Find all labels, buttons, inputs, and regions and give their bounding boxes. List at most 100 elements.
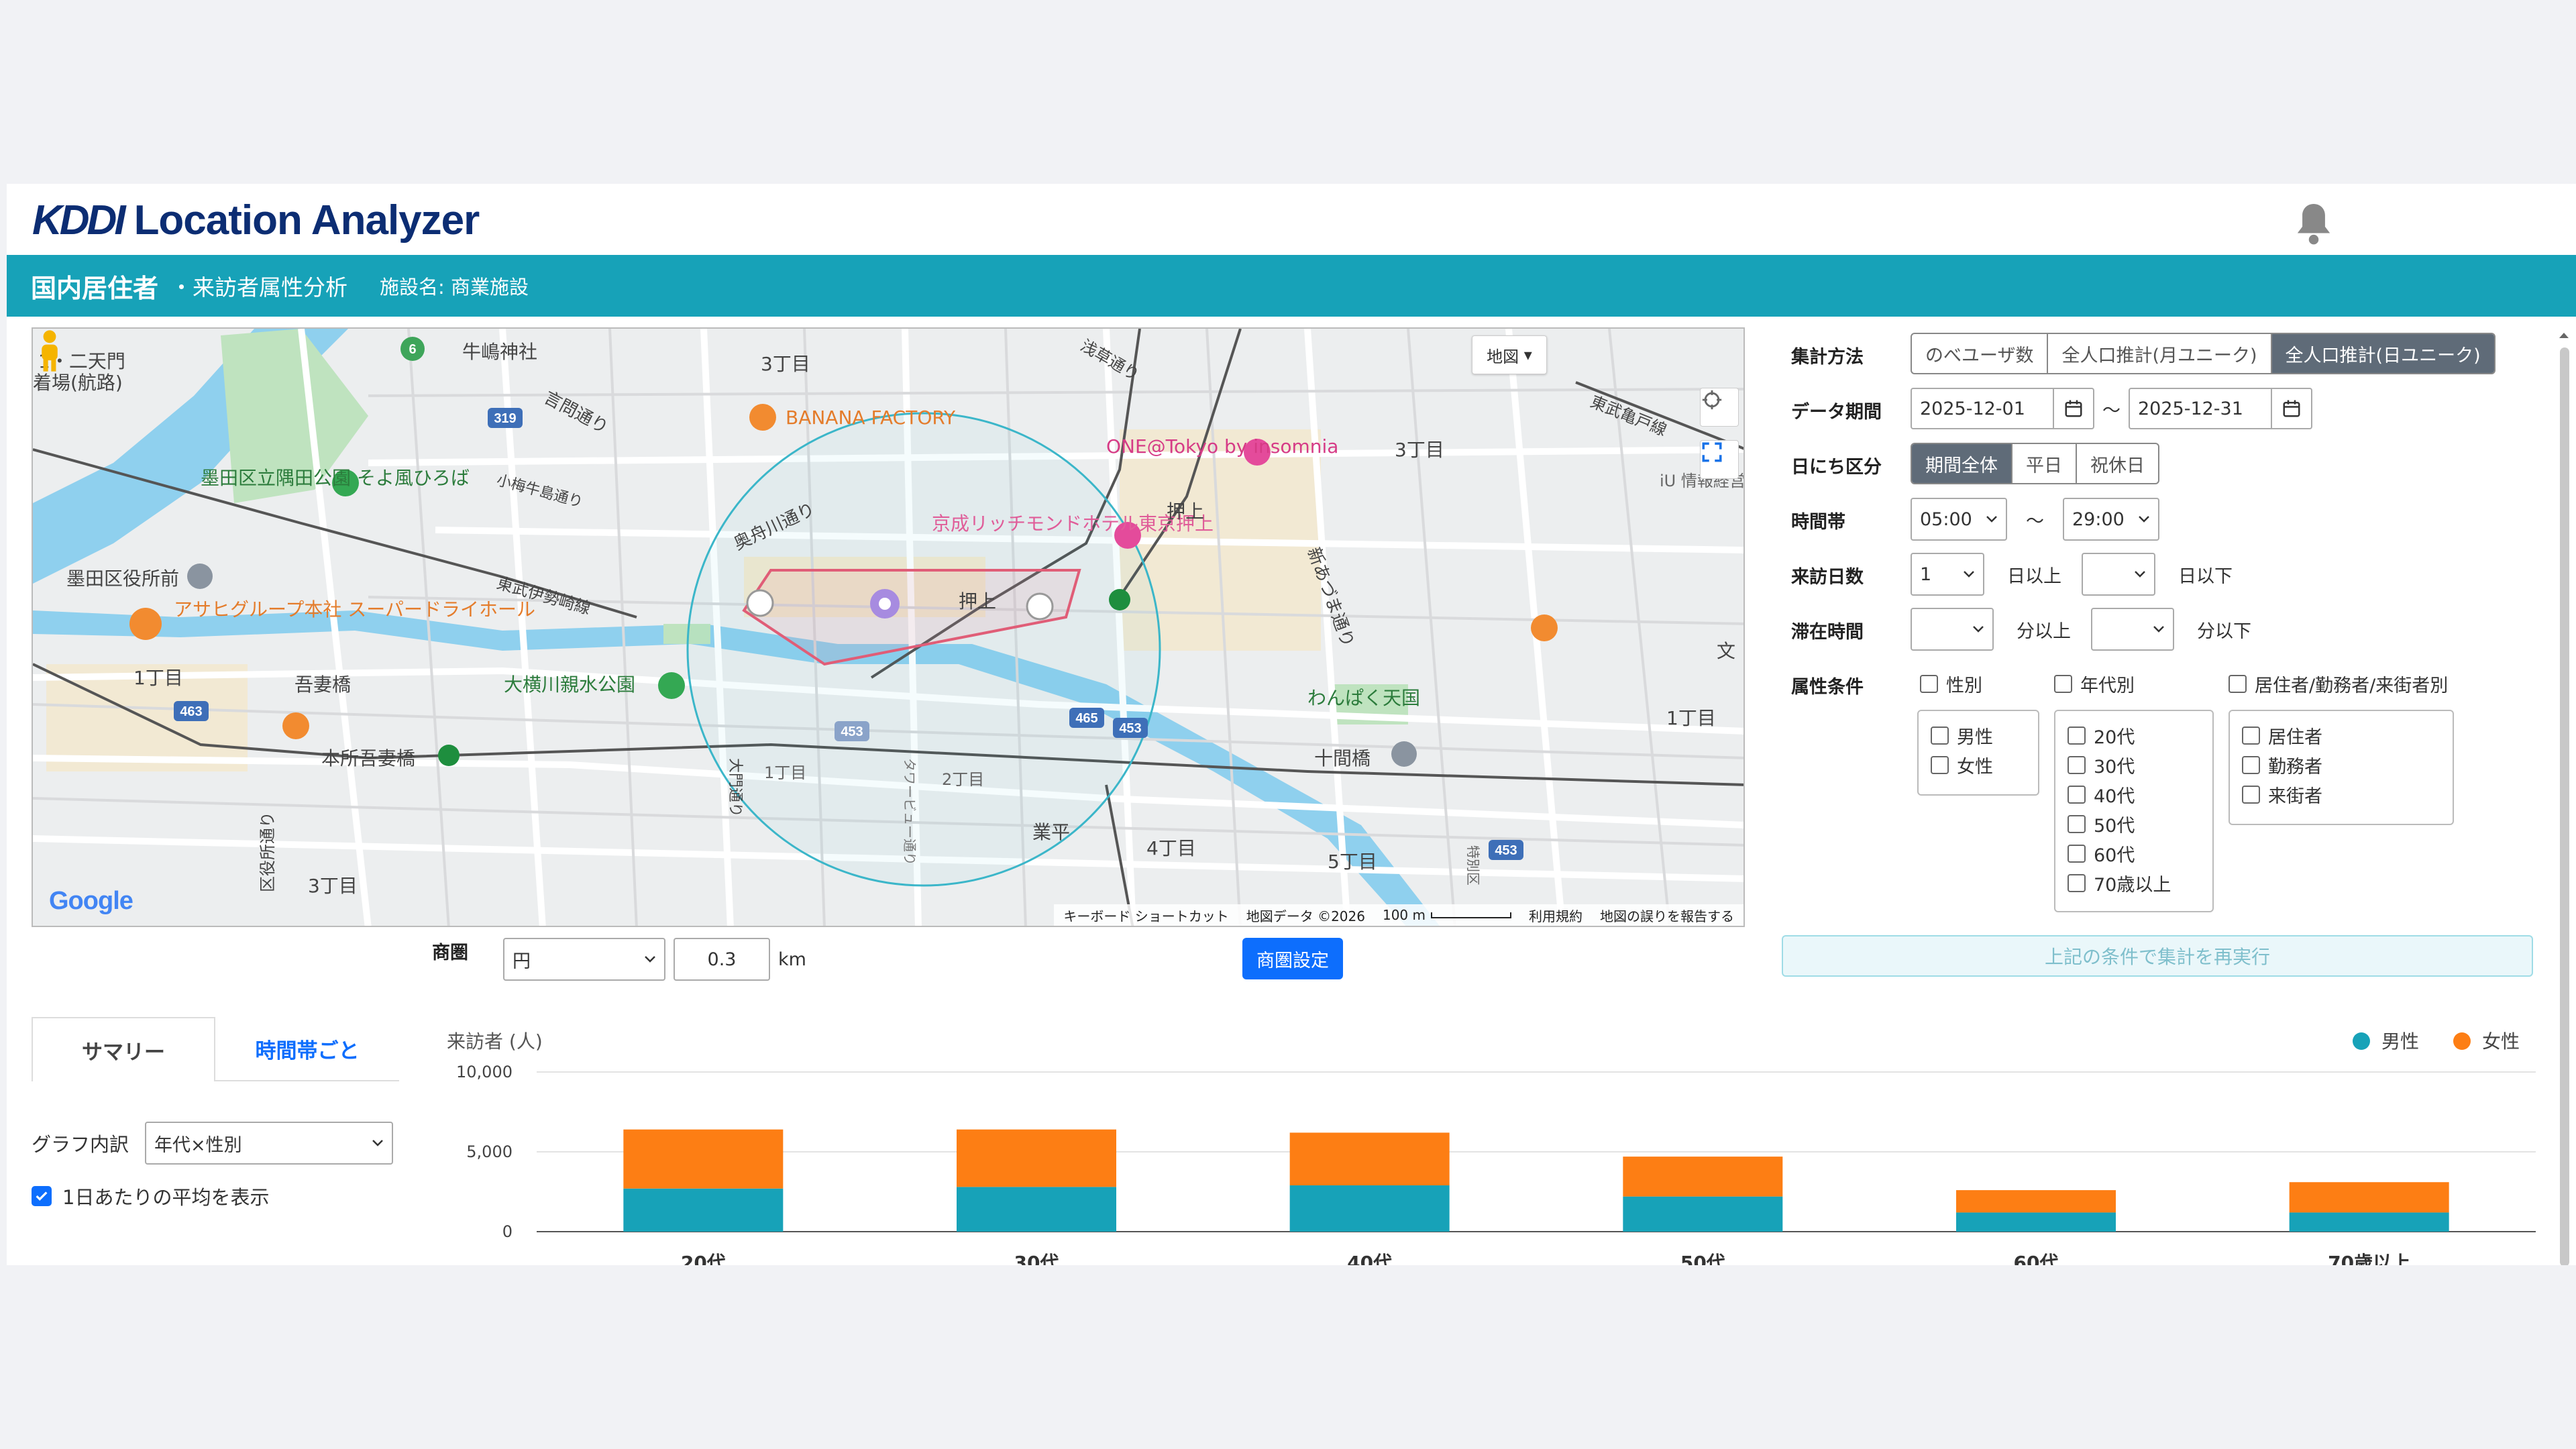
time-from-select[interactable]: 05:00 xyxy=(1911,498,2007,541)
map-label: 1丁目 xyxy=(133,667,183,689)
aggregation-segment: のべユーザ数 全人口推計(月ユニーク) 全人口推計(日ユニーク) xyxy=(1911,333,2496,374)
trade-area-row: 商圏 xyxy=(432,938,468,964)
period-label: データ期間 xyxy=(1791,402,1882,423)
chevron-down-icon xyxy=(645,956,655,963)
x-tick-label: 50代 xyxy=(1680,1252,1725,1265)
bar-男性-60代[interactable] xyxy=(1956,1212,2116,1232)
time-to-select[interactable]: 29:00 xyxy=(2063,498,2159,541)
route-badge: 453 xyxy=(841,724,863,739)
pegman-icon[interactable] xyxy=(33,329,66,373)
period-from-input[interactable]: 2025-12-01 xyxy=(1911,388,2094,429)
top-bar: KDDI Location Analyzer xyxy=(7,184,2576,255)
map-label: わんぱく天国 xyxy=(1307,687,1420,709)
legend-label[interactable]: 女性 xyxy=(2482,1030,2520,1053)
route-badge: 463 xyxy=(180,704,202,719)
keyboard-shortcuts-link[interactable]: キーボード ショートカット xyxy=(1063,908,1229,924)
gender-female-checkbox[interactable] xyxy=(1931,755,1949,774)
visit-days-min-select[interactable]: 1 xyxy=(1911,553,1984,596)
map-type-button[interactable]: 地図 ▾ xyxy=(1472,335,1547,374)
period-row: 2025-12-01 〜 2025-12-31 xyxy=(1911,388,2312,429)
residence-checkbox[interactable] xyxy=(2229,675,2247,693)
visit-days-row: 1 日以上 日以下 xyxy=(1911,553,2233,596)
bar-女性-20代[interactable] xyxy=(623,1129,784,1189)
worker-checkbox[interactable] xyxy=(2242,755,2260,774)
route-badge: 465 xyxy=(1075,711,1097,726)
y-tick-label: 0 xyxy=(502,1222,513,1241)
legend-label[interactable]: 男性 xyxy=(2381,1030,2419,1053)
gender-toggle: 性別 xyxy=(1920,671,1982,697)
tab-summary[interactable]: サマリー xyxy=(32,1017,215,1081)
age-20s-checkbox[interactable] xyxy=(2068,726,2086,745)
gender-male-checkbox[interactable] xyxy=(1931,726,1949,745)
bar-女性-30代[interactable] xyxy=(957,1129,1116,1187)
rerun-button[interactable]: 上記の条件で集計を再実行 xyxy=(1782,935,2533,977)
trade-area-label: 商圏 xyxy=(432,943,468,963)
report-error-link[interactable]: 地図の誤りを報告する xyxy=(1600,908,1734,924)
bar-女性-50代[interactable] xyxy=(1623,1157,1783,1197)
attributes-label: 属性条件 xyxy=(1791,677,1864,698)
period-separator: 〜 xyxy=(2102,400,2121,421)
period-to-input[interactable]: 2025-12-31 xyxy=(2129,388,2312,429)
bar-女性-60代[interactable] xyxy=(1956,1190,2116,1213)
aggregation-option-monthly[interactable]: 全人口推計(月ユニーク) xyxy=(2048,334,2272,373)
bar-女性-70歳以上[interactable] xyxy=(2289,1182,2449,1213)
scrollbar-thumb[interactable] xyxy=(2560,347,2569,1265)
visit-days-max-select[interactable] xyxy=(2082,553,2155,596)
trade-area-shape-select[interactable]: 円 xyxy=(503,938,665,981)
scroll-up-icon[interactable] xyxy=(2556,327,2572,343)
map-label: 5丁目 xyxy=(1328,851,1377,873)
aggregation-option-total-users[interactable]: のべユーザ数 xyxy=(1912,334,2049,373)
visitor-checkbox[interactable] xyxy=(2242,785,2260,804)
age-40s-checkbox[interactable] xyxy=(2068,785,2086,804)
map-label: 墨田区役所前 xyxy=(66,568,179,590)
calendar-icon[interactable] xyxy=(2271,389,2311,428)
age-checkbox[interactable] xyxy=(2054,675,2072,693)
day-type-holiday[interactable]: 祝休日 xyxy=(2090,455,2145,476)
daily-average-checkbox[interactable] xyxy=(32,1186,52,1206)
legend-marker[interactable] xyxy=(2353,1032,2370,1050)
map-locate-button[interactable] xyxy=(1700,388,1739,427)
page-subtitle: ・来訪者属性分析 xyxy=(170,274,348,301)
vertical-scrollbar[interactable] xyxy=(2556,327,2572,1265)
fullscreen-button[interactable] xyxy=(1700,440,1739,479)
age-70plus-checkbox[interactable] xyxy=(2068,873,2086,892)
bell-icon[interactable] xyxy=(2294,200,2333,247)
trade-area-set-button[interactable]: 商圏設定 xyxy=(1242,938,1343,979)
age-30s-checkbox[interactable] xyxy=(2068,755,2086,774)
stay-min-select[interactable] xyxy=(1911,608,1994,651)
age-50s-checkbox[interactable] xyxy=(2068,814,2086,833)
radius-unit: km xyxy=(778,949,806,970)
gender-checkbox[interactable] xyxy=(1920,675,1938,693)
day-type-all[interactable]: 期間全体 xyxy=(1912,444,2012,483)
map-view[interactable]: 319 463 453 465 453 453 6 牛嶋神社 3丁目 言問通り … xyxy=(32,327,1745,927)
bar-男性-70歳以上[interactable] xyxy=(2289,1212,2449,1232)
bar-男性-50代[interactable] xyxy=(1623,1196,1783,1232)
app-logo[interactable]: KDDI Location Analyzer xyxy=(32,193,480,247)
bar-男性-40代[interactable] xyxy=(1289,1185,1450,1232)
time-separator: 〜 xyxy=(2026,511,2044,532)
graph-breakdown-select[interactable]: 年代×性別 xyxy=(145,1122,394,1165)
route-badge: 319 xyxy=(494,411,516,426)
visit-days-min-suffix: 日以上 xyxy=(2007,566,2061,587)
map-label: 押上 xyxy=(1167,500,1204,523)
age-60s-checkbox[interactable] xyxy=(2068,844,2086,863)
bar-女性-40代[interactable] xyxy=(1289,1132,1450,1185)
residence-toggle: 居住者/勤務者/来街者別 xyxy=(2229,671,2448,697)
aggregation-option-daily[interactable]: 全人口推計(日ユニーク) xyxy=(2271,334,2494,373)
stay-max-select[interactable] xyxy=(2091,608,2174,651)
bar-男性-20代[interactable] xyxy=(623,1188,784,1232)
map-label: 3丁目 xyxy=(1395,439,1444,461)
resident-checkbox[interactable] xyxy=(2242,726,2260,745)
fullscreen-icon xyxy=(1702,442,1722,462)
day-type-weekday[interactable]: 平日 xyxy=(2012,444,2077,483)
chevron-down-icon xyxy=(2135,571,2145,578)
legend-marker[interactable] xyxy=(2453,1032,2471,1050)
day-type-segment: 期間全体 平日 祝休日 xyxy=(1911,443,2159,484)
stay-time-row: 分以上 分以下 xyxy=(1911,608,2251,651)
calendar-icon[interactable] xyxy=(2053,389,2093,428)
terms-link[interactable]: 利用規約 xyxy=(1529,908,1582,924)
tab-hourly[interactable]: 時間帯ごと xyxy=(215,1017,399,1081)
map-label: 区役所通り xyxy=(258,812,277,892)
bar-男性-30代[interactable] xyxy=(957,1187,1116,1232)
trade-area-radius-input[interactable]: 0.3 xyxy=(674,938,770,981)
